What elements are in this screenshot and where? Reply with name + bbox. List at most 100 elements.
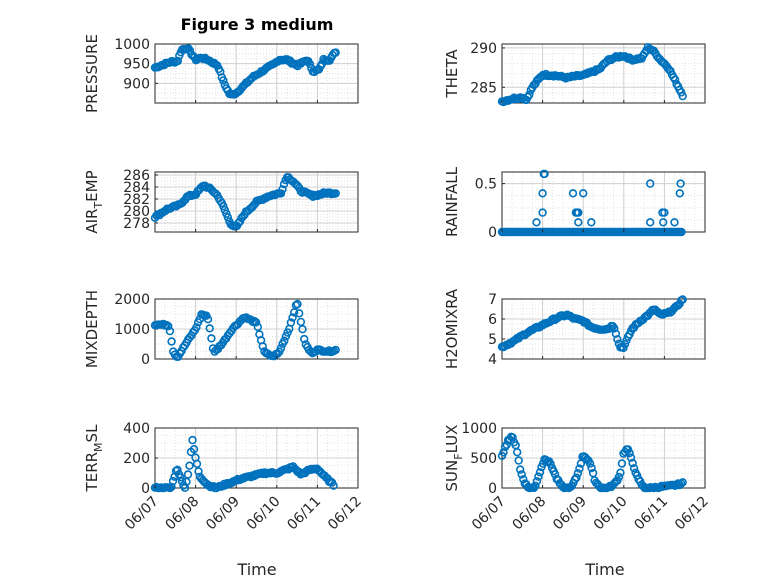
data-point [251,318,261,327]
y-tick-label: 284 [123,180,150,196]
data-point [177,477,187,486]
data-point [295,309,304,318]
y-tick-label: 1000 [114,322,150,338]
data-point [574,208,583,217]
data-point [329,481,338,490]
y-tick-label: 6 [488,312,497,328]
data-point [331,189,340,198]
y-tick-label: 280 [123,204,150,220]
data-point [512,448,522,457]
y-tick-label: 285 [470,80,497,96]
data-point [167,337,176,346]
y-tick-label: 0 [488,225,497,241]
data-point [185,461,194,470]
data-point [253,322,262,332]
data-point [278,185,287,194]
data-point [658,218,668,227]
data-point [207,334,216,343]
subplot-h2omixra: 4 5 6 7 H2OMIXRA [443,288,706,369]
y-tick-label: 4 [488,352,497,368]
y-tick-label: 0.5 [475,177,497,193]
data-point [532,218,541,227]
data-point [611,329,621,338]
data-point [173,465,182,474]
data-point [298,325,307,334]
data-point [538,189,547,198]
data-point [587,218,596,227]
data-point [628,458,637,468]
data-point [194,467,203,476]
data-point [279,180,289,189]
y-tick-label: 7 [488,292,497,308]
y-axis-label: MIXDEPTH [83,290,101,368]
data-series [497,169,686,237]
data-point [168,476,178,486]
subplot-terr-msl: 0 200 400 TERRMSL 06/07 06/08 06/09 06/10 06/11 0… [83,421,365,533]
data-point [677,227,686,237]
data-point [670,75,680,84]
data-point [280,336,289,345]
subplot-theta: 285 290 THETA [443,41,706,107]
subplot-rainfall: 0 0.5 RAINFALL [443,166,706,241]
data-point [535,468,545,477]
x-tick-label: 06/11 [631,494,671,534]
x-tick-label: 06/09 [203,494,243,534]
data-point [508,433,517,442]
axes-border [501,298,706,360]
y-tick-label: 278 [123,216,150,232]
data-point [203,315,213,324]
data-point [183,470,193,479]
data-point [604,483,613,492]
x-tick-label: 06/11 [284,494,324,534]
data-point [670,218,679,227]
data-point [534,472,543,481]
data-point [517,470,526,479]
data-point [205,324,214,333]
x-tick-label: 06/12 [325,494,365,534]
y-tick-label: 1000 [461,421,497,437]
data-point [663,308,672,317]
data-point [620,340,630,349]
subplot-pressure: 900 950 1000 PRESSURE [83,34,359,113]
data-point [164,322,173,331]
data-point [625,448,634,458]
y-axis-label: THETA [443,49,461,99]
y-tick-label: 1000 [114,37,150,53]
data-series [150,44,340,99]
data-point [165,326,175,336]
data-point [540,169,549,179]
data-point [276,189,286,198]
data-point [616,468,625,477]
y-tick-label: 200 [123,451,150,467]
data-point [660,208,669,217]
data-point [192,323,201,332]
data-point [675,189,684,198]
y-axis-label: H2OMIXRA [443,288,461,369]
data-point [276,344,286,353]
data-point [192,459,202,468]
y-tick-label: 500 [470,451,497,467]
data-point [676,479,686,488]
y-tick-label: 0 [488,481,497,497]
data-point [514,456,523,465]
x-tick-label: 06/07 [469,494,509,534]
y-tick-label: 0 [141,481,150,497]
data-point [258,342,267,351]
y-tick-label: 0 [141,352,150,368]
y-tick-label: 950 [123,57,150,73]
data-point [673,479,683,488]
data-point [293,299,302,309]
data-point [614,472,624,482]
data-point [613,335,622,344]
data-point [678,478,687,487]
data-point [300,334,309,344]
y-axis-label: AIRTEMP [83,170,105,233]
data-point [515,465,525,474]
y-axis-label: TERRMSL [83,424,105,493]
x-tick-label: 06/10 [591,494,631,534]
data-point [645,179,655,188]
y-axis-label: PRESSURE [83,34,101,113]
data-point [288,313,297,322]
data-point [676,179,685,188]
